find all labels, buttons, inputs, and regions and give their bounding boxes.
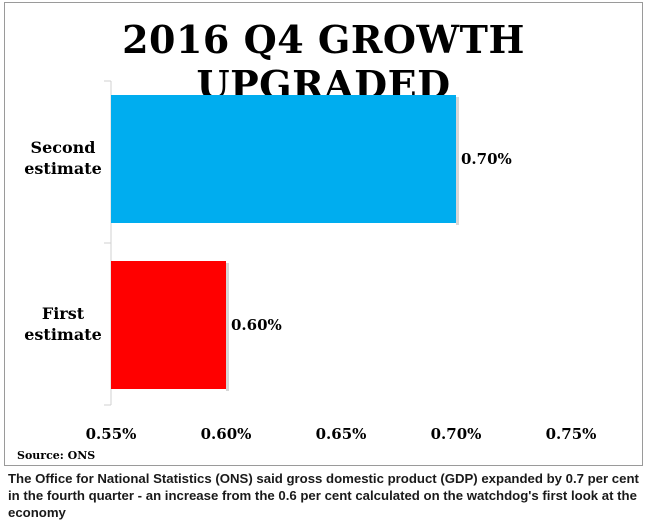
- data-label: 0.60%: [231, 316, 282, 334]
- chart-frame: 2016 Q4 GROWTH UPGRADED Second estimate 0.…: [4, 2, 643, 466]
- bar-shadow: [456, 97, 459, 225]
- image-caption: The Office for National Statistics (ONS)…: [8, 471, 639, 520]
- bar-chart: Second estimate 0.70% First estimate 0.60% 0.5…: [24, 80, 597, 443]
- x-tick-label: 0.75%: [546, 425, 597, 443]
- bar-first-estimate: [111, 261, 226, 389]
- x-tick-label: 0.70%: [431, 425, 482, 443]
- category-label: First estimate: [24, 304, 102, 344]
- chart-title: 2016 Q4 GROWTH UPGRADED: [122, 17, 525, 107]
- category-label: Second estimate: [24, 138, 102, 178]
- x-tick-label: 0.55%: [86, 425, 137, 443]
- source-note: Source: ONS: [17, 449, 96, 462]
- x-tick-label: 0.65%: [316, 425, 367, 443]
- data-label: 0.70%: [461, 150, 512, 168]
- bar-shadow: [226, 263, 229, 391]
- x-tick-label: 0.60%: [201, 425, 252, 443]
- bar-second-estimate: [111, 95, 456, 223]
